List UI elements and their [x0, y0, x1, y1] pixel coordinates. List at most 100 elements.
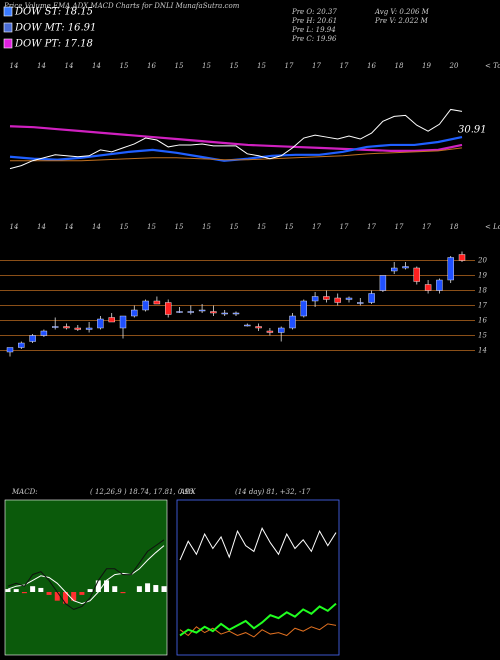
tops-value: 17 — [312, 62, 321, 70]
candle-body — [85, 327, 93, 330]
legend-label: DOW MT: 16.91 — [14, 23, 96, 34]
candle-body — [424, 284, 432, 291]
candle-body — [97, 318, 104, 329]
lows-value: 15 — [230, 223, 239, 231]
macd-histogram-bar — [79, 592, 85, 595]
candle-body — [210, 311, 217, 314]
tops-value: 19 — [422, 62, 431, 70]
tops-value: 15 — [202, 62, 211, 70]
candle-body — [447, 257, 454, 281]
candle-body — [391, 267, 398, 272]
candle-body — [187, 311, 195, 313]
candle-body — [345, 297, 353, 300]
y-tick-label: 14 — [478, 347, 487, 355]
tops-value: 16 — [367, 62, 376, 70]
tops-value: 20 — [449, 62, 459, 70]
candle-body — [74, 327, 82, 330]
candle-body — [40, 330, 48, 336]
lows-value: 15 — [285, 223, 294, 231]
candle-body — [244, 324, 251, 327]
candle-body — [311, 296, 319, 302]
candle-body — [52, 326, 59, 328]
info-text: Pre C: 19.96 — [291, 35, 337, 43]
candle-body — [176, 311, 183, 313]
candle-body — [278, 327, 285, 333]
macd-histogram-bar — [104, 580, 110, 592]
macd-histogram-bar — [62, 592, 68, 604]
lows-value: 15 — [175, 223, 184, 231]
lows-value: 15 — [120, 223, 129, 231]
tops-value: 14 — [65, 62, 74, 70]
adx-label: ADX — [179, 488, 197, 496]
macd-panel — [4, 499, 168, 656]
lows-value: 15 — [257, 223, 266, 231]
legend-label: DOW PT: 17.18 — [14, 39, 93, 50]
macd-histogram-bar — [136, 586, 142, 592]
tops-value: 14 — [10, 62, 19, 70]
macd-histogram-bar — [161, 586, 167, 592]
tops-value: 17 — [340, 62, 349, 70]
legend-label: DOW ST: 18.15 — [14, 7, 93, 18]
lows-value: 17 — [367, 223, 376, 231]
tops-label: < Tops — [485, 62, 500, 70]
macd-histogram-bar — [153, 585, 159, 592]
macd-line — [7, 539, 165, 610]
candle-body — [402, 266, 409, 269]
ema-line — [10, 147, 463, 162]
macd-histogram-bar — [38, 587, 44, 592]
macd-histogram-bar — [5, 589, 11, 592]
candle-body — [413, 267, 420, 282]
candle-body — [18, 342, 25, 348]
lows-value: 14 — [92, 223, 101, 231]
macd-label: MACD: — [11, 488, 38, 496]
adx-line — [179, 526, 337, 561]
candle-body — [108, 317, 115, 323]
info-text: Pre O: 20.37 — [291, 8, 337, 16]
candle-body — [153, 300, 161, 305]
macd-histogram-bar — [95, 580, 101, 592]
lows-value: 17 — [312, 223, 321, 231]
tops-value: 15 — [175, 62, 184, 70]
plus-di-line — [179, 602, 337, 637]
y-tick-label: 16 — [478, 317, 487, 325]
candle-body — [142, 300, 149, 311]
lows-value: 17 — [422, 223, 431, 231]
candle-body — [119, 315, 127, 329]
tops-value: 15 — [120, 62, 129, 70]
legend-swatch — [3, 38, 13, 49]
macd-histogram-bar — [145, 583, 151, 592]
candle-body — [323, 296, 330, 300]
tops-value: 14 — [92, 62, 101, 70]
candle-body — [221, 312, 228, 315]
candle-body — [198, 309, 206, 312]
macd-histogram-bar — [21, 592, 27, 594]
candle-body — [255, 326, 262, 329]
macd-histogram-bar — [30, 586, 36, 592]
lows-value: 17 — [395, 223, 404, 231]
candle-body — [131, 309, 138, 317]
lows-value: 18 — [450, 223, 459, 231]
candle-body — [289, 315, 296, 329]
macd-params: ( 12,26,9 ) 18.74, 17.81, 0.93 — [90, 488, 194, 496]
y-tick-label: 20 — [477, 257, 487, 265]
lows-value: 14 — [37, 223, 46, 231]
y-tick-label: 15 — [478, 332, 487, 340]
lows-value: 15 — [202, 223, 211, 231]
candle-body — [164, 302, 172, 315]
top-annotation: 30.91 — [458, 125, 487, 136]
chart-title: Price,Volume,EMA,ADX,MACD Charts for DNL… — [3, 2, 240, 10]
price-line — [9, 108, 463, 170]
y-tick-label: 18 — [478, 287, 487, 295]
y-tick-label: 19 — [478, 272, 487, 280]
info-text: Avg V: 0.206 M — [374, 8, 430, 16]
candle-body — [379, 275, 387, 291]
candle-body — [458, 254, 466, 261]
macd-histogram-bar — [87, 589, 93, 592]
info-text: Pre L: 19.94 — [291, 26, 336, 34]
lows-value: 17 — [340, 223, 349, 231]
macd-histogram-bar — [112, 586, 118, 592]
candle-body — [29, 335, 36, 342]
ema-line — [9, 125, 463, 152]
tops-value: 14 — [37, 62, 46, 70]
